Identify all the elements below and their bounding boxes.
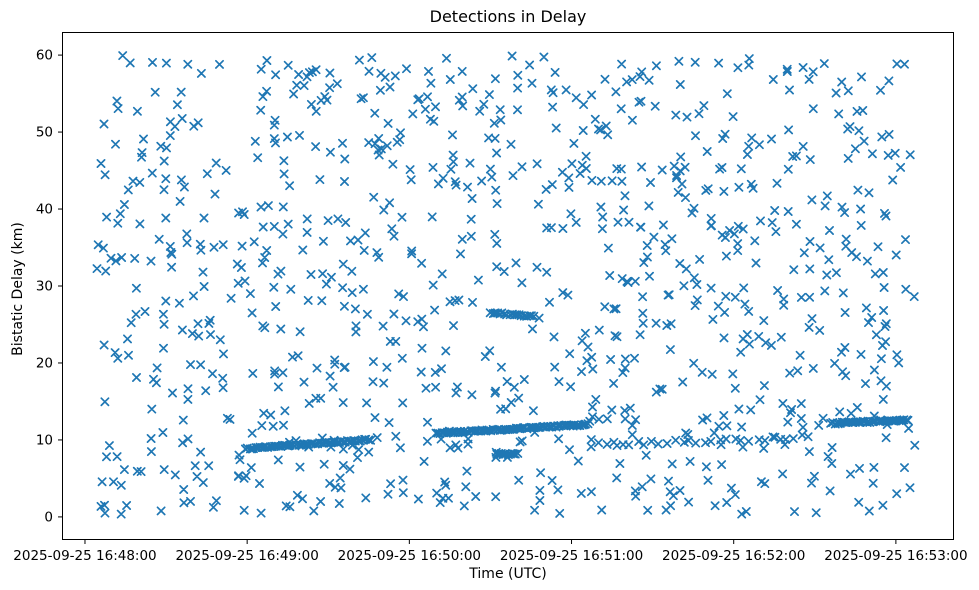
- scatter-markers: [92, 51, 920, 519]
- x-tick-label: 2025-09-25 16:49:00: [175, 548, 318, 564]
- x-axis-label: Time (UTC): [469, 566, 547, 582]
- x-axis-ticks: 2025-09-25 16:48:00 2025-09-25 16:49:00 20…: [13, 540, 968, 564]
- y-tick-label: 10: [36, 432, 53, 448]
- detection-markers-path: [92, 51, 920, 519]
- y-axis-ticks: 0 10 20 30 40 50 60: [36, 48, 62, 525]
- y-tick-label: 40: [36, 202, 53, 218]
- chart-title: Detections in Delay: [429, 7, 587, 26]
- y-tick-label: 30: [36, 279, 53, 295]
- plot-border: [62, 32, 954, 540]
- y-tick-label: 50: [36, 125, 53, 141]
- x-tick-label: 2025-09-25 16:52:00: [662, 548, 805, 564]
- x-tick-label: 2025-09-25 16:53:00: [824, 548, 967, 564]
- y-axis-label-text: Bistatic Delay (km): [10, 222, 26, 356]
- x-tick-label: 2025-09-25 16:50:00: [338, 548, 481, 564]
- y-tick-label: 20: [36, 355, 53, 371]
- y-tick-label: 0: [44, 509, 53, 525]
- x-tick-label: 2025-09-25 16:48:00: [13, 548, 156, 564]
- y-tick-label: 60: [36, 48, 53, 64]
- x-tick-label: 2025-09-25 16:51:00: [500, 548, 643, 564]
